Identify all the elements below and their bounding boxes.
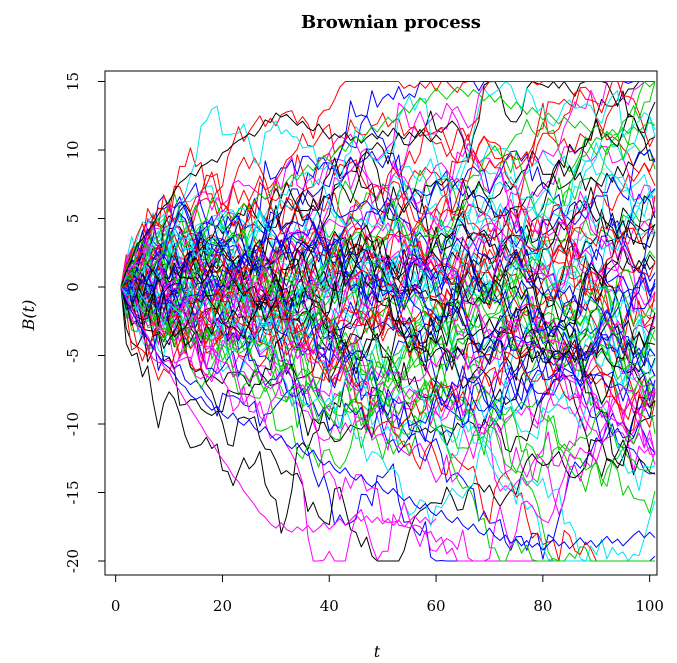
brownian-paths — [120, 81, 656, 562]
y-axis-label: B(t) — [19, 300, 38, 332]
x-tick-label: 80 — [533, 597, 552, 615]
brownian-path — [120, 102, 656, 355]
brownian-path — [120, 195, 656, 362]
brownian-path — [120, 203, 656, 349]
brownian-path — [120, 171, 656, 288]
x-tick-label: 0 — [111, 597, 121, 615]
x-ticks: 0 20 40 60 80 100 — [111, 575, 664, 615]
x-tick-label: 60 — [427, 597, 446, 615]
brownian-path — [120, 152, 656, 428]
brownian-path — [120, 286, 656, 562]
brownian-path — [120, 133, 656, 383]
brownian-path — [120, 234, 656, 375]
y-ticks: -20 -15 -10 -5 0 5 10 15 — [64, 72, 105, 573]
brownian-path-highlight — [120, 286, 656, 551]
brownian-path — [120, 266, 656, 437]
brownian-path — [120, 255, 656, 409]
brownian-path — [120, 201, 656, 360]
brownian-path-highlight — [120, 286, 437, 533]
brownian-path — [120, 267, 656, 514]
y-tick-label: -10 — [64, 412, 82, 436]
brownian-path-highlight — [120, 86, 656, 288]
x-tick-label: 20 — [213, 597, 232, 615]
brownian-path — [120, 81, 655, 288]
y-tick-label: -5 — [64, 348, 82, 363]
brownian-path — [120, 275, 656, 439]
x-axis-label: t — [374, 642, 381, 661]
brownian-path — [120, 268, 656, 442]
brownian-path-highlight — [120, 112, 442, 288]
brownian-path — [120, 81, 656, 288]
brownian-path — [120, 196, 656, 380]
chart-title: Brownian process — [301, 12, 481, 33]
brownian-path — [120, 226, 656, 456]
brownian-path — [120, 81, 656, 311]
x-tick-label: 40 — [320, 597, 339, 615]
brownian-path — [120, 193, 656, 382]
brownian-path — [120, 212, 656, 527]
y-tick-label: -15 — [64, 480, 82, 504]
brownian-path — [120, 154, 656, 345]
brownian-path — [120, 81, 655, 534]
y-tick-label: 5 — [64, 214, 82, 224]
brownian-path — [120, 213, 656, 406]
brownian-path — [120, 250, 656, 357]
brownian-path — [120, 242, 656, 385]
brownian-path — [120, 253, 655, 562]
brownian-path — [120, 236, 656, 467]
y-tick-label: 0 — [64, 282, 82, 292]
brownian-path — [120, 247, 656, 405]
y-tick-label: 15 — [64, 72, 82, 91]
brownian-path — [120, 197, 656, 350]
y-tick-label: -20 — [64, 549, 82, 573]
y-tick-label: 10 — [64, 140, 82, 159]
brownian-path — [120, 266, 656, 470]
brownian-path — [120, 195, 656, 336]
brownian-path — [120, 192, 656, 474]
x-tick-label: 100 — [635, 597, 664, 615]
brownian-path — [120, 286, 656, 462]
